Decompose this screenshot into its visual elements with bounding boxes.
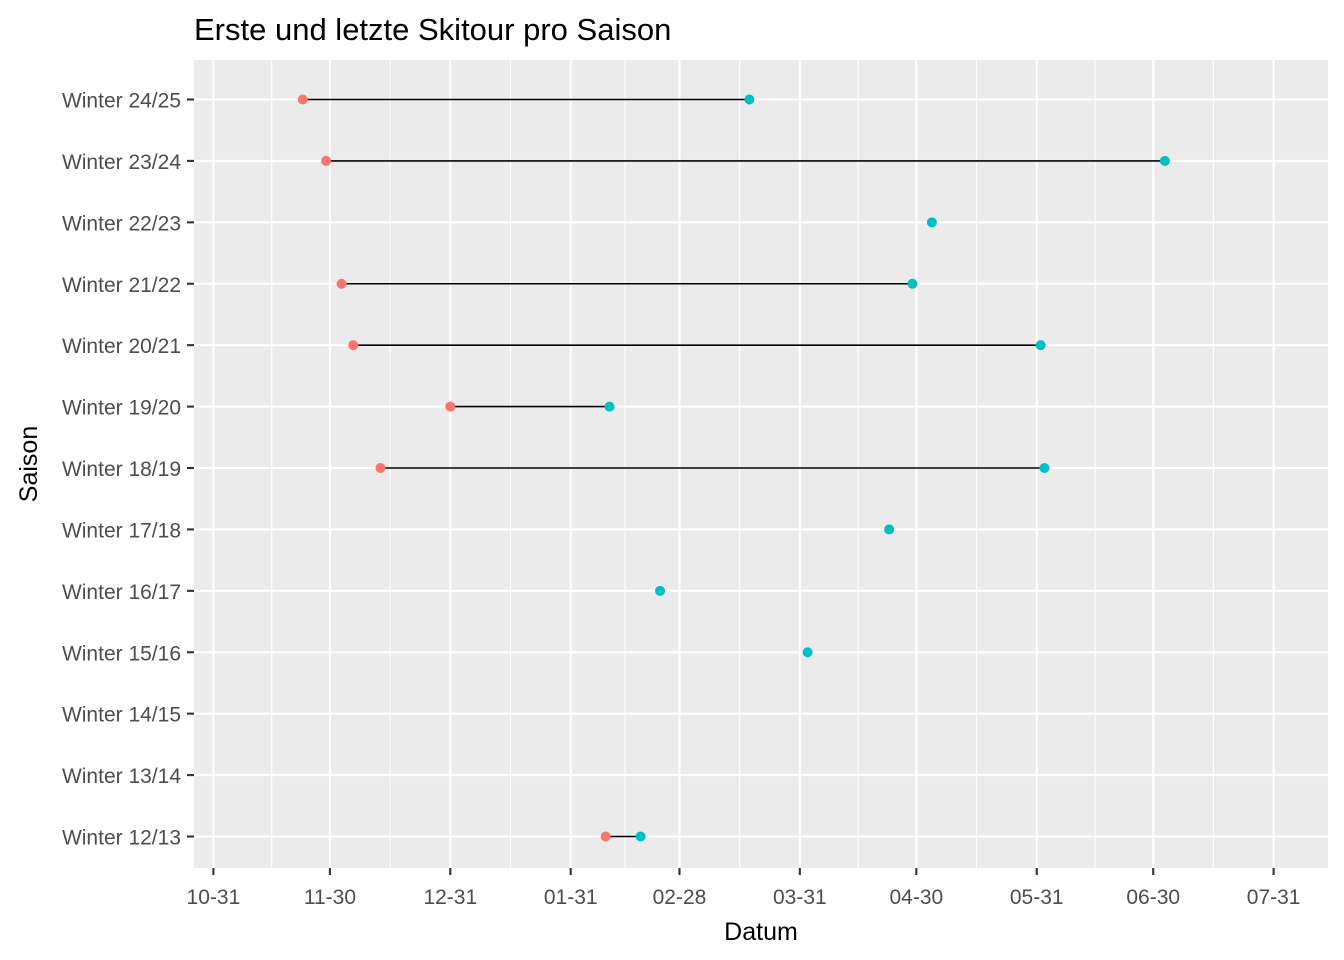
x-tick-label: 12-31 bbox=[423, 886, 477, 909]
y-tick-label: Winter 18/19 bbox=[62, 458, 181, 481]
x-tick-label: 02-28 bbox=[653, 886, 707, 909]
x-tick-label: 03-31 bbox=[773, 886, 827, 909]
first-tour-point bbox=[321, 155, 332, 166]
y-tick-label: Winter 19/20 bbox=[62, 397, 181, 420]
y-tick-label: Winter 15/16 bbox=[62, 642, 181, 665]
season-segments bbox=[302, 98, 1165, 838]
x-tick-label: 06-30 bbox=[1126, 886, 1180, 909]
x-tick-label: 01-31 bbox=[544, 886, 598, 909]
season-points bbox=[297, 94, 1170, 842]
x-tick-label: 07-31 bbox=[1247, 886, 1301, 909]
y-tick-label: Winter 17/18 bbox=[62, 519, 181, 542]
last-tour-point bbox=[655, 585, 666, 596]
y-tick-label: Winter 14/15 bbox=[62, 704, 181, 727]
last-tour-point bbox=[744, 94, 755, 105]
last-tour-point bbox=[1159, 155, 1170, 166]
first-tour-point bbox=[600, 831, 611, 842]
last-tour-point bbox=[1039, 463, 1050, 473]
plot-panel bbox=[194, 60, 1328, 868]
x-tick-label: 04-30 bbox=[889, 886, 943, 909]
last-tour-point bbox=[604, 401, 615, 412]
last-tour-point bbox=[926, 217, 937, 228]
last-tour-point bbox=[907, 278, 918, 289]
y-tick-label: Winter 24/25 bbox=[62, 90, 181, 113]
x-tick-label: 05-31 bbox=[1010, 886, 1064, 909]
y-tick-label: Winter 20/21 bbox=[62, 335, 181, 358]
last-tour-point bbox=[1035, 340, 1046, 351]
y-tick-label: Winter 12/13 bbox=[62, 827, 181, 850]
first-tour-point bbox=[445, 401, 456, 412]
y-tick-label: Winter 22/23 bbox=[62, 212, 181, 235]
first-tour-point bbox=[348, 340, 359, 351]
first-tour-point bbox=[336, 278, 347, 289]
y-tick-label: Winter 16/17 bbox=[62, 581, 181, 604]
y-tick-label: Winter 21/22 bbox=[62, 274, 181, 297]
x-axis-title: Datum bbox=[724, 918, 798, 946]
last-tour-point bbox=[802, 647, 813, 658]
x-tick-label: 10-31 bbox=[187, 886, 241, 909]
last-tour-point bbox=[635, 831, 646, 842]
chart-title: Erste und letzte Skitour pro Saison bbox=[194, 12, 671, 47]
x-axis: 10-31 11-30 12-31 01-31 02-28 03-31 04-30 05-31… bbox=[187, 868, 1301, 909]
first-tour-point bbox=[375, 463, 386, 473]
y-tick-label: Winter 13/14 bbox=[62, 765, 181, 788]
x-tick-label: 11-30 bbox=[304, 886, 356, 909]
y-axis-title: Saison bbox=[15, 426, 43, 502]
first-tour-point bbox=[297, 94, 308, 105]
minor-grid bbox=[271, 60, 1214, 868]
last-tour-point bbox=[884, 524, 895, 535]
y-tick-label: Winter 23/24 bbox=[62, 151, 181, 174]
y-axis: Winter 12/13 Winter 13/14 Winter 14/15 Wint… bbox=[62, 90, 194, 850]
